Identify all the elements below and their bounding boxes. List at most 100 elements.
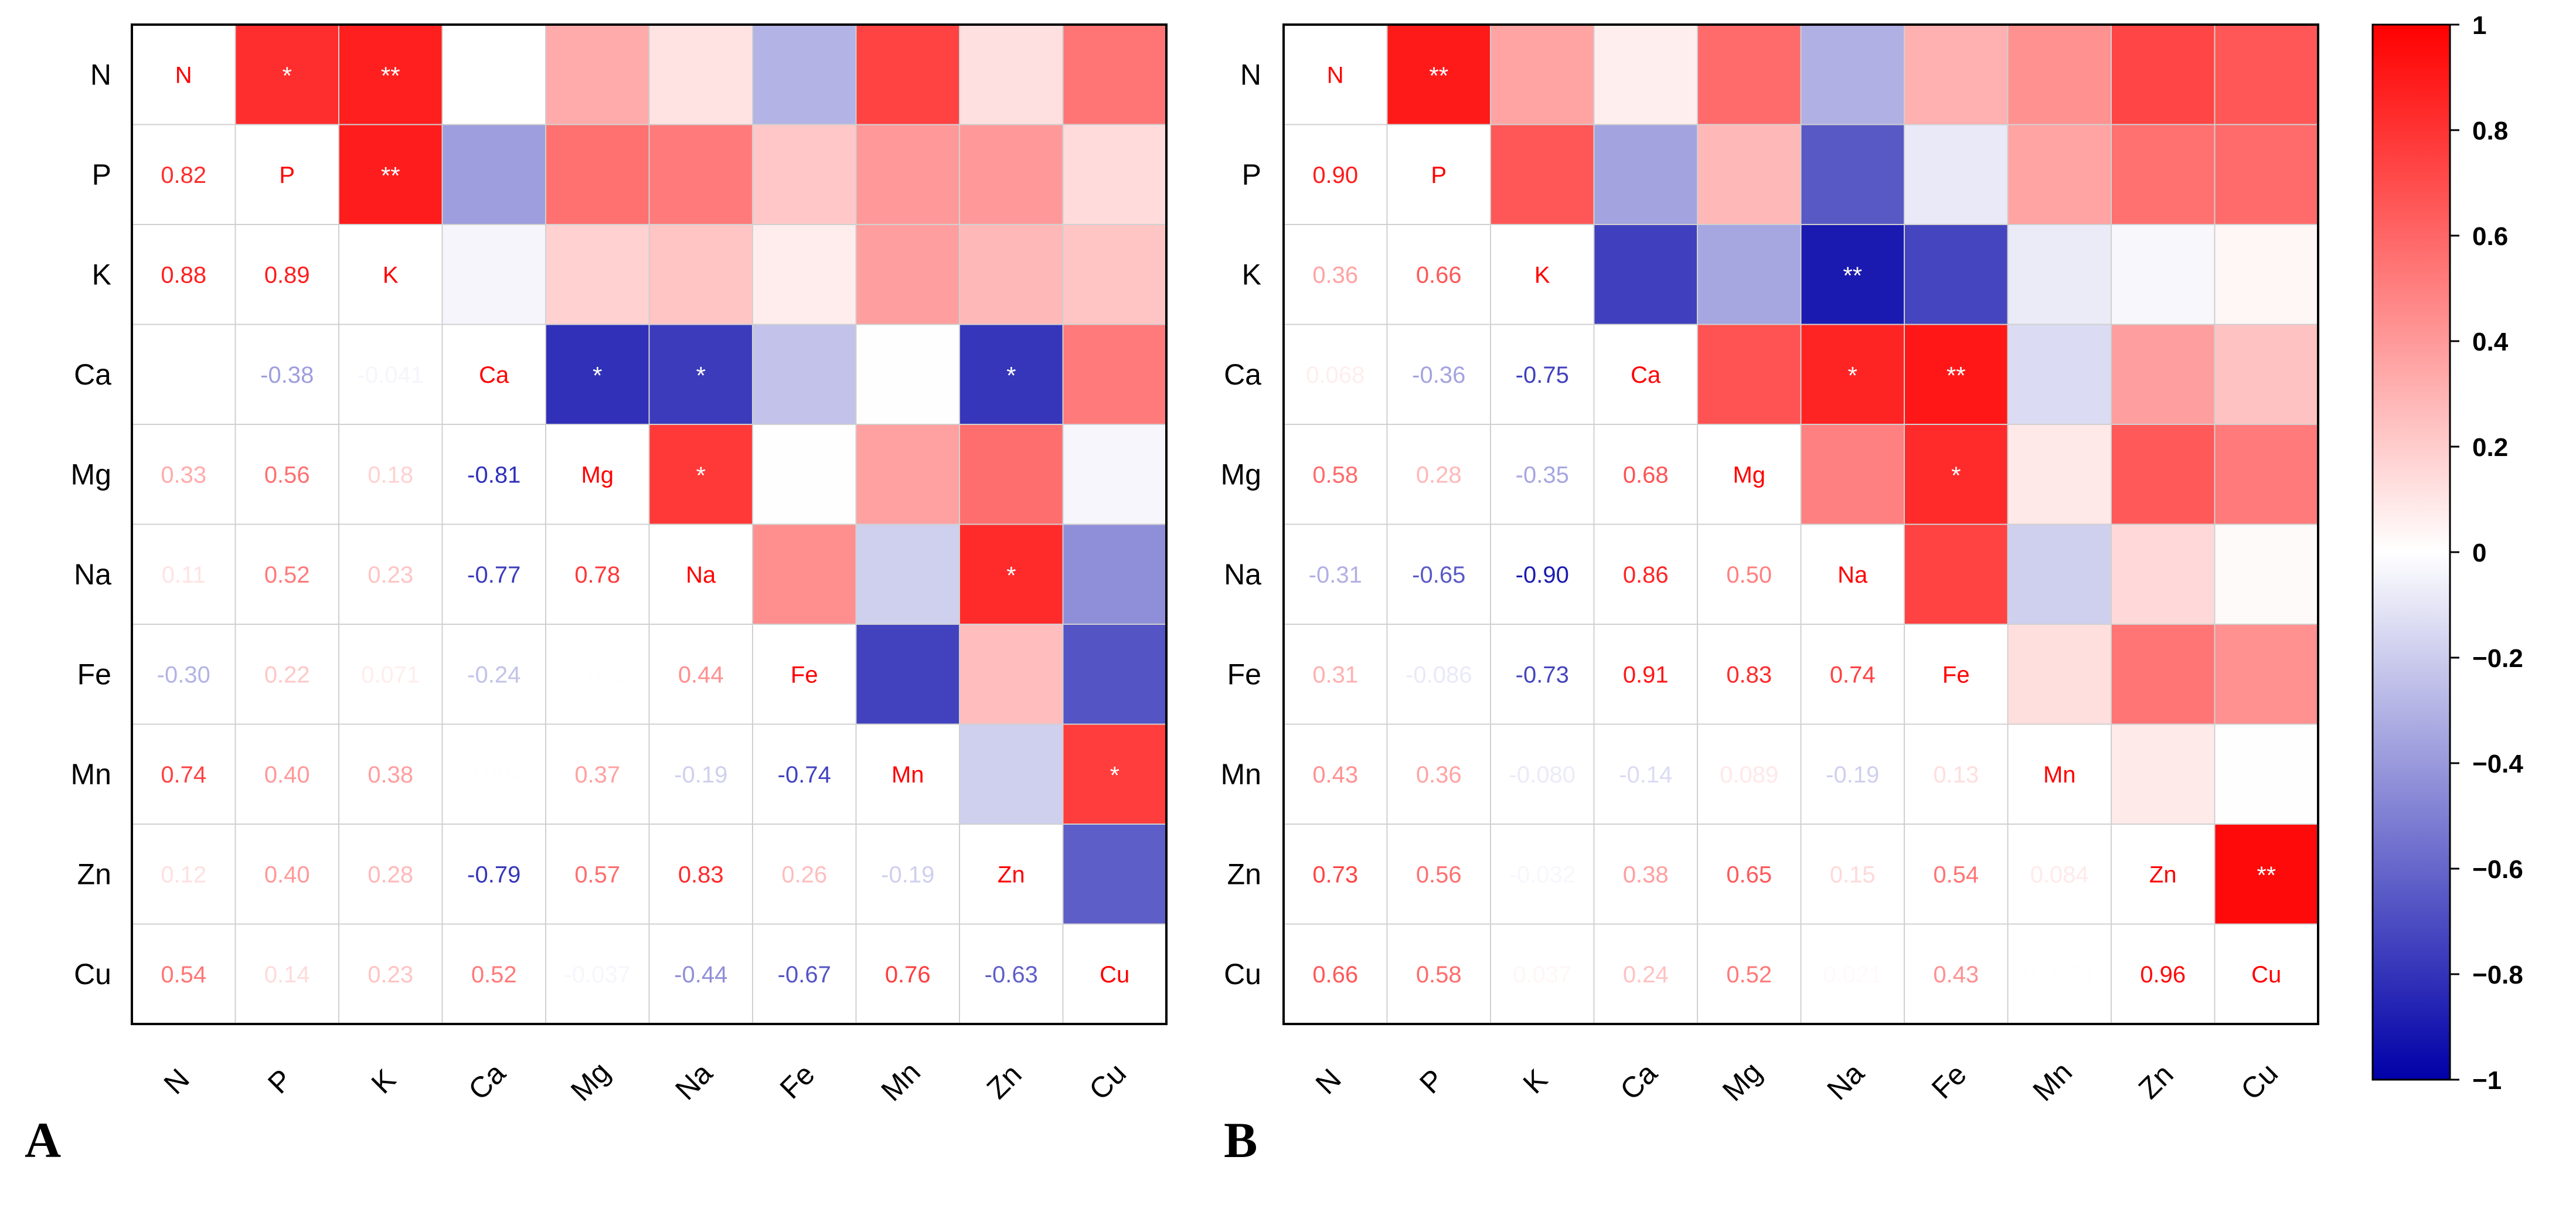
heatmap-cell-b-Mn-N [1283,723,1388,825]
coef-label-a-6-2: 0.071 [361,662,420,688]
heatmap-cell-a-Fe-K [338,624,443,725]
heatmap-cell-b-K-Cu [2214,224,2319,325]
heatmap-cell-a-Zn-K [338,824,443,925]
heatmap-cell-a-Zn-N [131,824,236,925]
heatmap-cell-a-Fe-Zn [959,624,1064,725]
coef-label-b-9-1: 0.58 [1416,962,1462,988]
heatmap-cell-b-Ca-Cu [2214,324,2319,425]
coef-label-a-7-5: -0.19 [674,762,727,788]
col-tick-label-b-P: P [1413,1063,1450,1100]
heatmap-cell-a-N-N [131,24,236,125]
heatmap-cell-a-Cu-K [338,923,443,1025]
col-tick-label-b-Zn: Zn [2132,1058,2180,1105]
coef-label-b-7-5: -0.19 [1826,762,1879,788]
heatmap-cell-b-Ca-Mn [2007,324,2112,425]
coef-label-a-4-0: 0.33 [161,462,206,488]
coef-label-a-8-5: 0.83 [678,862,724,887]
heatmap-cell-a-Ca-P [234,324,339,425]
panel-label-b: B [1224,1112,1258,1168]
heatmap-cell-b-P-K [1490,124,1595,225]
row-tick-label-b-N: N [1240,58,1261,91]
coef-label-a-9-6: -0.67 [778,962,831,988]
coef-label-b-3-2: -0.75 [1516,362,1569,388]
col-tick-label-a-Zn: Zn [981,1058,1028,1105]
heatmap-cell-b-Mg-Cu [2214,424,2319,525]
heatmap-panel-b: N **0.90 P0.36 0.66 K **0.068 -0.36 -0.75 Ca * **0… [1221,23,2319,1107]
coef-label-b-8-4: 0.65 [1726,862,1772,887]
heatmap-cell-a-N-Zn [959,24,1064,125]
heatmap-cell-b-Ca-P [1386,324,1491,425]
col-tick-label-a-Mg: Mg [564,1056,617,1108]
heatmap-cell-b-P-Cu [2214,124,2319,225]
coef-label-b-4-3: 0.68 [1623,462,1669,488]
heatmap-cell-a-Ca-Zn [959,324,1064,425]
heatmap-cell-a-P-Ca [441,124,546,225]
heatmap-cell-a-N-Mn [855,24,960,125]
coef-label-a-7-2: 0.38 [367,762,413,788]
heatmap-cell-a-K-Na [648,224,753,325]
heatmap-cell-b-Cu-Mg [1697,923,1802,1025]
colorbar-tick-label: 1 [2472,11,2486,40]
heatmap-cell-b-Mg-K [1490,424,1595,525]
coef-label-a-9-0: 0.54 [161,962,206,988]
coef-label-a-6-3: -0.24 [467,662,520,688]
coef-label-b-8-7: 0.084 [2030,862,2089,887]
diagonal-label-a-4-4: Mg [581,462,614,488]
heatmap-cell-b-Zn-K [1490,824,1595,925]
coef-label-b-8-0: 0.73 [1312,862,1358,887]
heatmap-cell-b-N-Ca [1593,24,1698,125]
heatmap-cell-a-Mg-K [338,424,443,525]
heatmap-cell-a-K-Mg [545,224,650,325]
coef-label-a-4-2: 0.18 [367,462,413,488]
heatmap-cell-a-K-Ca [441,224,546,325]
coef-label-a-5-1: 0.52 [264,562,310,588]
row-tick-label-a-N: N [90,58,111,91]
coef-label-b-5-3: 0.86 [1623,562,1669,588]
heatmap-cell-a-Mg-Mg [545,424,650,525]
heatmap-cell-b-P-P [1386,124,1491,225]
coef-label-b-5-1: -0.65 [1412,562,1465,588]
heatmap-cell-a-N-P [234,24,339,125]
heatmap-cell-a-Na-Mn [855,523,960,625]
heatmap-cell-b-N-Na [1800,24,1905,125]
heatmap-cell-b-N-Mn [2007,24,2112,125]
diagonal-label-b-6-6: Fe [1942,662,1970,688]
col-tick-label-a-Fe: Fe [774,1058,821,1105]
heatmap-cell-a-Cu-P [234,923,339,1025]
heatmap-cell-a-Ca-Mg [545,324,650,425]
coef-label-b-3-0: 0.068 [1306,362,1364,388]
heatmap-cell-a-Cu-Na [648,923,753,1025]
row-tick-label-b-Na: Na [1224,558,1261,591]
heatmap-cell-b-Zn-N [1283,824,1388,925]
coef-label-b-8-2: -0.032 [1509,862,1575,887]
plot-frame-b [1282,23,2319,1025]
heatmap-panel-a: N * **0.82 P **0.88 0.89 K-0.38 -0.041 Ca * * *0.33… [71,23,1168,1108]
heatmap-cell-a-P-K [338,124,443,225]
coef-label-b-9-2: 0.037 [1513,962,1571,988]
heatmap-cell-b-Fe-Ca [1593,624,1698,725]
coef-label-a-8-6: 0.26 [781,862,827,887]
heatmap-cell-b-Mg-Zn [2111,424,2216,525]
diagonal-label-b-1-1: P [1431,162,1447,188]
heatmap-cell-a-Na-N [131,523,236,625]
heatmap-cell-b-N-K [1490,24,1595,125]
heatmap-cell-b-Mg-N [1283,424,1388,525]
coef-label-a-1-0: 0.82 [161,162,206,188]
coef-label-b-2-0: 0.36 [1312,262,1358,288]
heatmap-cell-a-Mn-Zn [959,723,1064,825]
heatmap-cell-b-Mn-Zn [2111,723,2216,825]
row-tick-label-a-Fe: Fe [77,658,111,690]
heatmap-cell-b-Cu-Mn [2007,923,2112,1025]
heatmap-cell-b-Na-Zn [2111,523,2216,625]
heatmap-cell-b-K-Fe [1904,224,2009,325]
heatmap-cell-b-N-Mg [1697,24,1802,125]
heatmap-cell-a-Zn-Mg [545,824,650,925]
heatmap-cell-b-Fe-Mg [1697,624,1802,725]
coef-label-a-8-7: -0.19 [881,862,934,887]
diagonal-label-b-5-5: Na [1837,562,1868,588]
coef-label-a-8-4: 0.57 [574,862,620,887]
heatmap-cell-a-K-P [234,224,339,325]
significance-mark-a-5-8: * [1006,562,1016,589]
coef-label-a-6-4: 0.003 [568,662,627,688]
colorbar-tick-label: −0.2 [2472,644,2523,673]
